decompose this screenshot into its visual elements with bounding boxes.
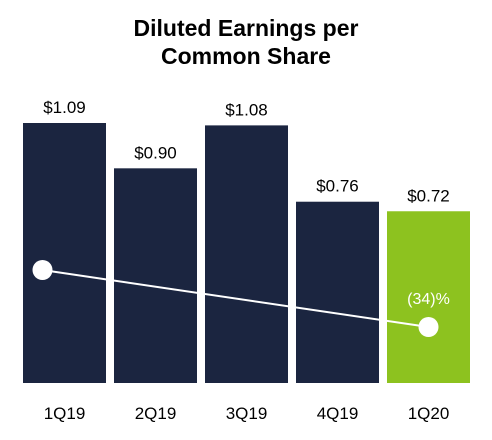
bars-layer bbox=[23, 123, 470, 384]
chart-title: Diluted Earnings per Common Share bbox=[0, 14, 492, 70]
bar-3q19 bbox=[205, 125, 288, 384]
value-label-1q20: $0.72 bbox=[407, 186, 450, 205]
trend-point-end bbox=[418, 317, 439, 337]
value-label-1q19: $1.09 bbox=[43, 98, 86, 117]
value-label-4q19: $0.76 bbox=[316, 177, 359, 196]
bar-1q19 bbox=[23, 123, 106, 383]
chart-title-line-2: Common Share bbox=[161, 43, 331, 69]
trend-line bbox=[42, 269, 429, 328]
value-label-2q19: $0.90 bbox=[134, 143, 177, 162]
trend-layer: (34)% bbox=[32, 260, 450, 337]
category-label-1q19: 1Q19 bbox=[44, 404, 86, 423]
category-label-2q19: 2Q19 bbox=[135, 404, 177, 423]
bar-4q19 bbox=[296, 201, 379, 383]
category-label-1q20: 1Q20 bbox=[408, 404, 450, 423]
trend-point-start bbox=[32, 260, 53, 280]
category-label-4q19: 4Q19 bbox=[317, 404, 359, 423]
labels-layer: $1.09 1Q19 $0.90 2Q19 $1.08 3Q19 $0.76 4Q19 $0.7… bbox=[43, 98, 450, 423]
bar-1q20 bbox=[387, 211, 470, 383]
chart-title-line-1: Diluted Earnings per bbox=[133, 15, 359, 41]
trend-change-label: (34)% bbox=[407, 291, 450, 308]
bar-2q19 bbox=[114, 168, 197, 383]
category-label-3q19: 3Q19 bbox=[226, 404, 268, 423]
value-label-3q19: $1.08 bbox=[225, 100, 268, 119]
